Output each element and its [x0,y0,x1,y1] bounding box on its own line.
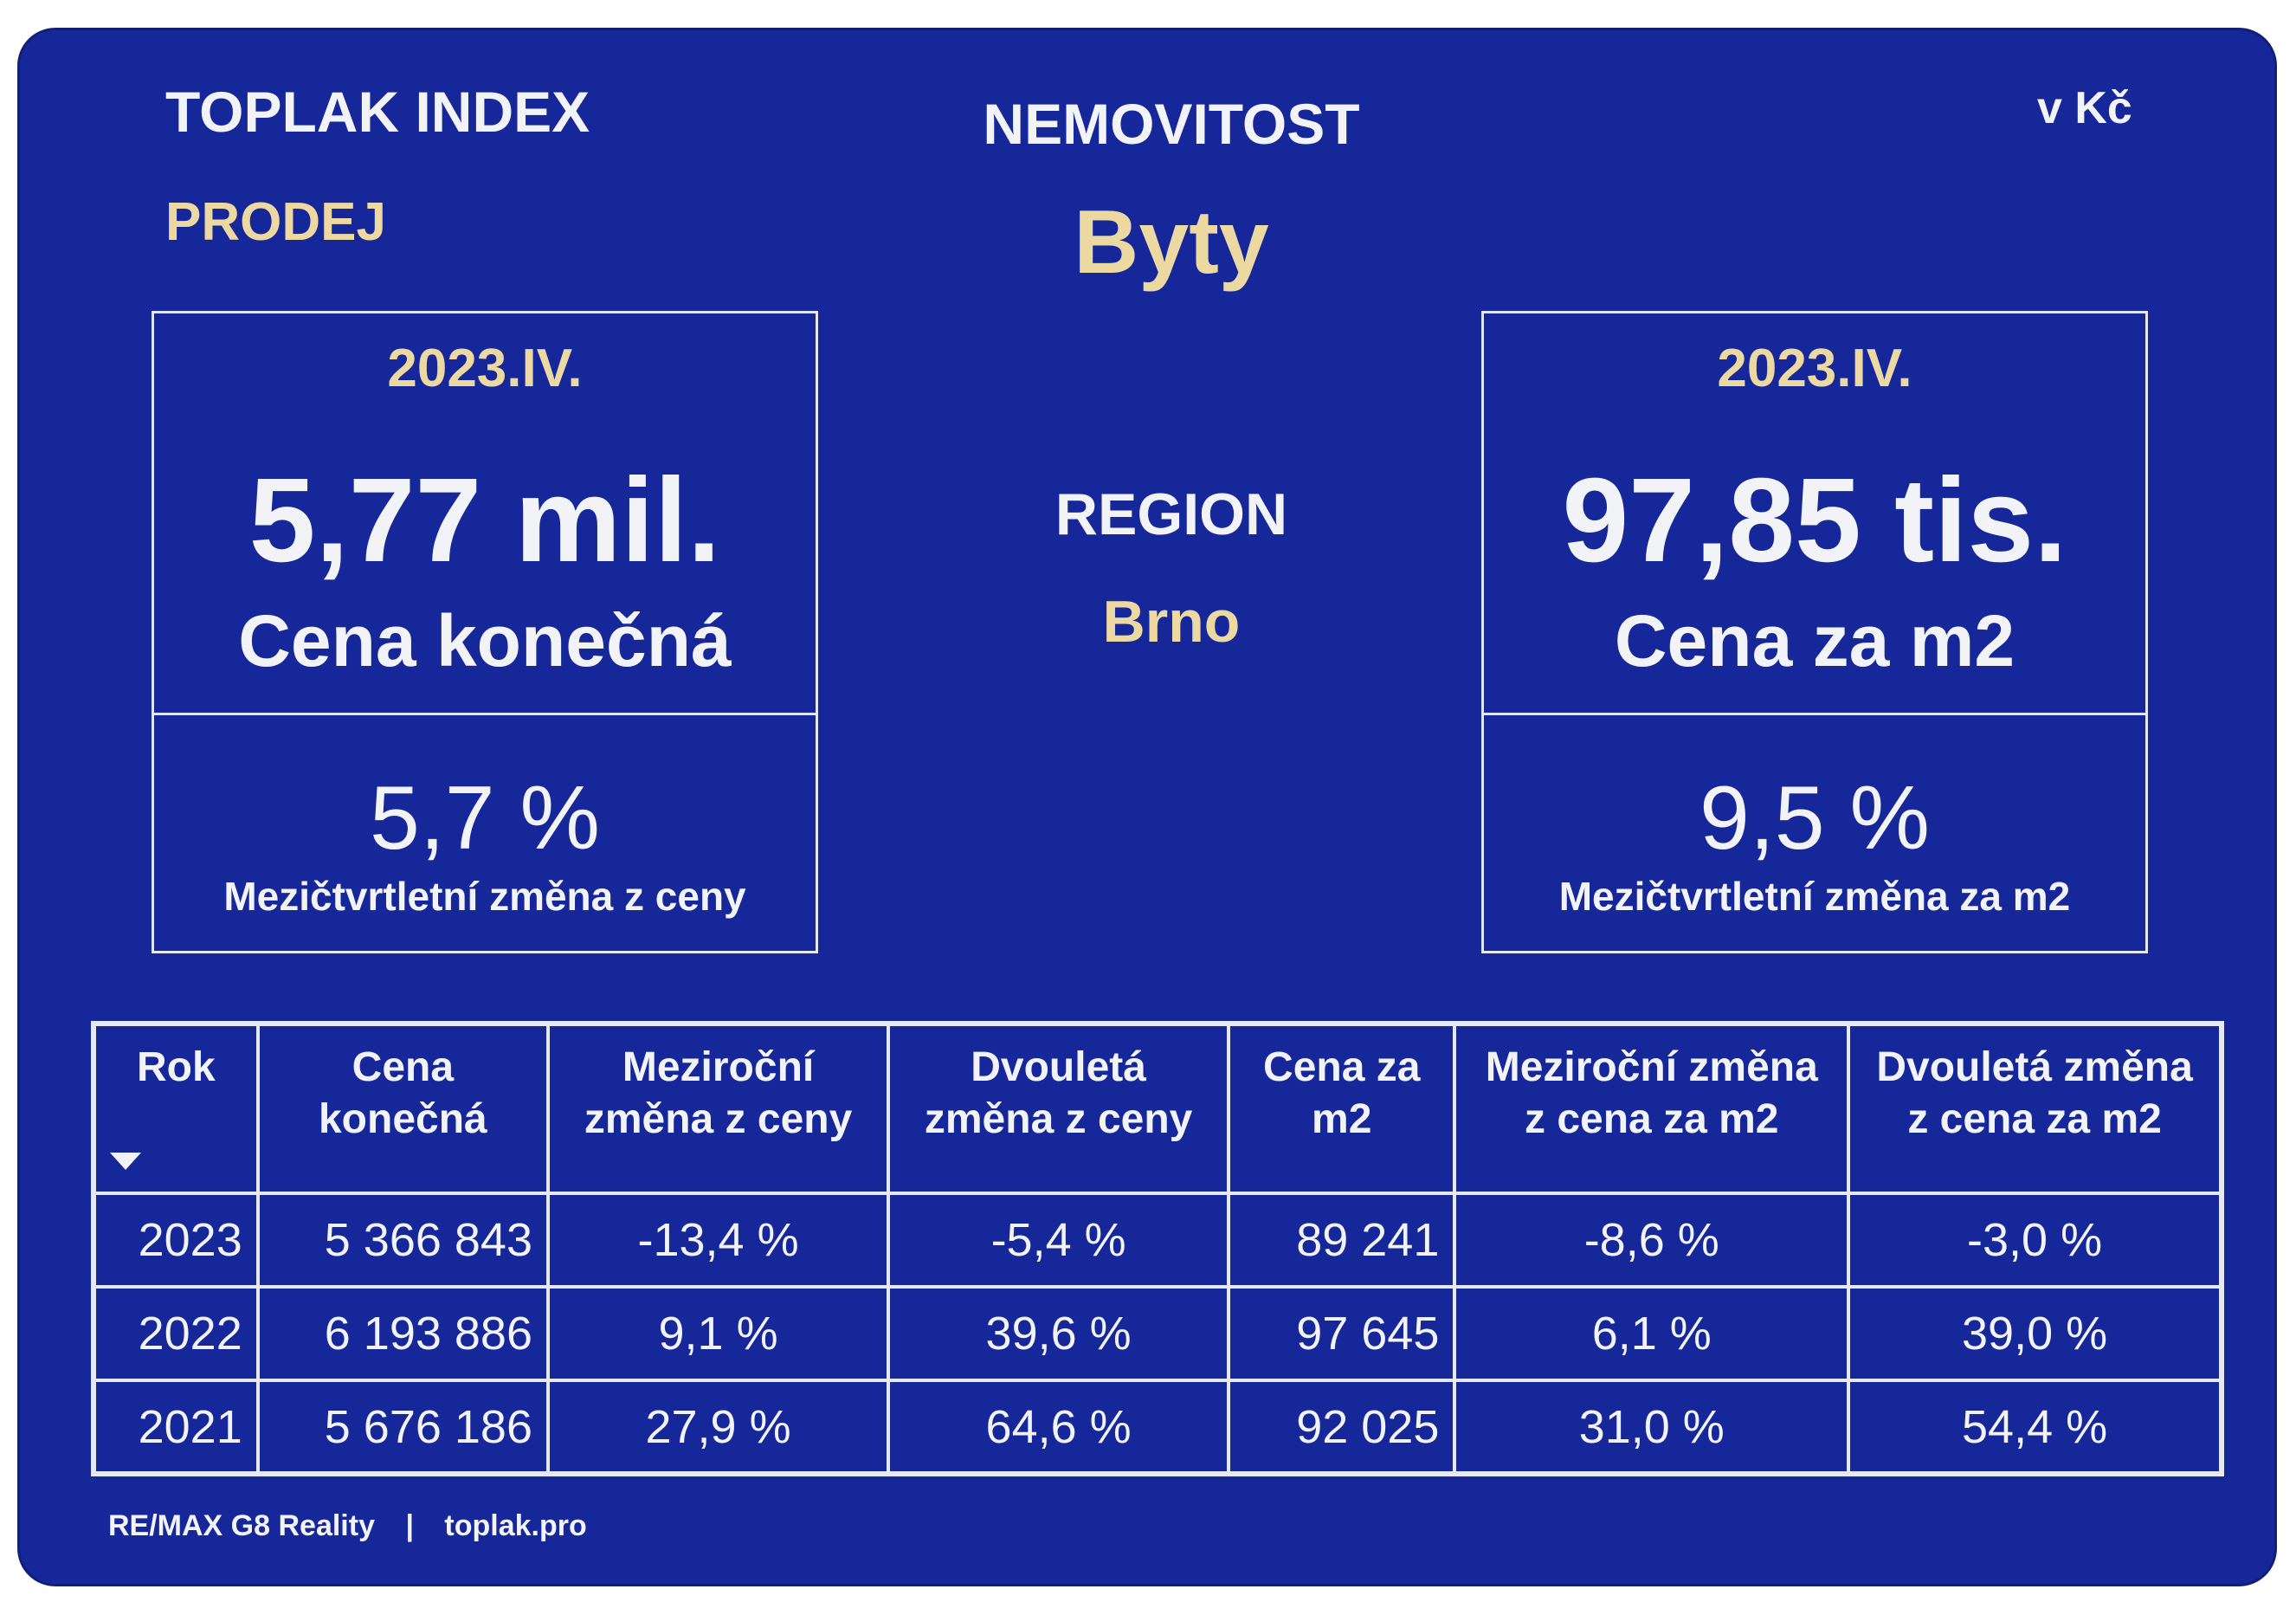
category-value: Byty [1074,192,1269,293]
header-line: Dvouletá změna [1876,1044,2193,1090]
cell-price-per-m2: 97 645 [1227,1285,1457,1382]
cell-year: 2022 [92,1285,260,1382]
header-line: změna z ceny [924,1096,1193,1142]
header-line: z cena za m2 [1525,1096,1779,1142]
total-price-box: 2023.IV. 5,77 mil. Cena konečná [152,311,818,715]
column-header-2y-m2-change[interactable]: Dvouletá změna z cena za m2 [1847,1022,2223,1195]
table-header-row: Rok Cena konečná Meziroční změna z ceny Dv… [92,1022,2223,1195]
cell-year: 2021 [92,1379,260,1476]
column-header-yoy-price-change[interactable]: Meziroční změna z ceny [545,1022,891,1195]
cell-yoy-m2-change: -8,6 % [1453,1192,1851,1289]
total-price-value: 5,77 mil. [248,454,721,587]
header-line: m2 [1312,1096,1372,1142]
header-line: změna z ceny [584,1096,853,1142]
header-line: Meziroční změna [1485,1044,1818,1090]
price-per-m2-label: Cena za m2 [1614,600,2015,681]
total-price-change-box: 5,7 % Mezičtvrtletní změna z ceny [152,713,818,953]
price-per-m2-value: 97,85 tis. [1562,454,2067,587]
cell-yoy-m2-change: 31,0 % [1453,1379,1851,1476]
footer-company: RE/MAX G8 Reality [108,1509,375,1542]
region-value: Brno [1102,589,1241,655]
total-price-label: Cena konečná [238,600,732,681]
cell-yoy-price-change: 9,1 % [545,1285,891,1382]
price-per-m2-change-value: 9,5 % [1699,768,1930,869]
history-table: Rok Cena konečná Meziroční změna z ceny Dv… [91,1021,2224,1476]
header-line: konečná [318,1096,487,1142]
transaction-type: PRODEJ [165,192,386,252]
total-price-change-label: Mezičtvrtletní změna z ceny [223,874,746,919]
period-label: 2023.IV. [1717,339,1912,398]
column-header-2y-price-change[interactable]: Dvouletá změna z ceny [887,1022,1231,1195]
header-line: Rok [137,1044,216,1090]
footer-separator: | [405,1509,414,1542]
column-header-price-per-m2[interactable]: Cena za m2 [1227,1022,1457,1195]
cell-price-per-m2: 89 241 [1227,1192,1457,1289]
cell-yoy-m2-change: 6,1 % [1453,1285,1851,1382]
table-row: 2021 5 676 186 27,9 % 64,6 % 92 025 31,0… [92,1379,2223,1476]
cell-total-price: 6 193 886 [255,1285,551,1382]
cell-price-per-m2: 92 025 [1227,1379,1457,1476]
table-row: 2023 5 366 843 -13,4 % -5,4 % 89 241 -8,… [92,1192,2223,1289]
cell-2y-m2-change: 54,4 % [1847,1379,2223,1476]
cell-year: 2023 [92,1192,260,1289]
region-label: REGION [1054,481,1288,547]
period-label: 2023.IV. [387,339,583,398]
header-line: Cena [351,1044,455,1090]
header-line: Meziroční [622,1044,815,1090]
footer-site-link[interactable]: toplak.pro [444,1509,587,1542]
currency-unit: v Kč [2037,83,2132,133]
price-per-m2-change-label: Mezičtvrtletní změna za m2 [1558,874,2071,919]
price-per-m2-change-box: 9,5 % Mezičtvrtletní změna za m2 [1481,713,2148,953]
cell-2y-price-change: 64,6 % [887,1379,1231,1476]
header-line: Dvouletá [971,1044,1146,1090]
sort-down-icon[interactable] [110,1153,141,1170]
total-price-change-value: 5,7 % [370,768,600,869]
cell-2y-price-change: 39,6 % [887,1285,1231,1382]
cell-2y-price-change: -5,4 % [887,1192,1231,1289]
category-label: NEMOVITOST [983,92,1360,156]
header-line: z cena za m2 [1907,1096,2162,1142]
table-row: 2022 6 193 886 9,1 % 39,6 % 97 645 6,1 %… [92,1285,2223,1382]
index-card: TOPLAK INDEX PRODEJ NEMOVITOST Byty v Kč… [17,28,2277,1586]
cell-total-price: 5 366 843 [255,1192,551,1289]
header-line: Cena za [1263,1044,1421,1090]
column-header-yoy-m2-change[interactable]: Meziroční změna z cena za m2 [1453,1022,1851,1195]
column-header-year[interactable]: Rok [92,1022,260,1195]
column-header-total-price[interactable]: Cena konečná [255,1022,551,1195]
cell-yoy-price-change: -13,4 % [545,1192,891,1289]
cell-total-price: 5 676 186 [255,1379,551,1476]
cell-2y-m2-change: 39,0 % [1847,1285,2223,1382]
cell-yoy-price-change: 27,9 % [545,1379,891,1476]
footer: RE/MAX G8 Reality | toplak.pro [108,1509,587,1543]
cell-2y-m2-change: -3,0 % [1847,1192,2223,1289]
index-title: TOPLAK INDEX [165,80,590,144]
price-per-m2-box: 2023.IV. 97,85 tis. Cena za m2 [1481,311,2148,715]
